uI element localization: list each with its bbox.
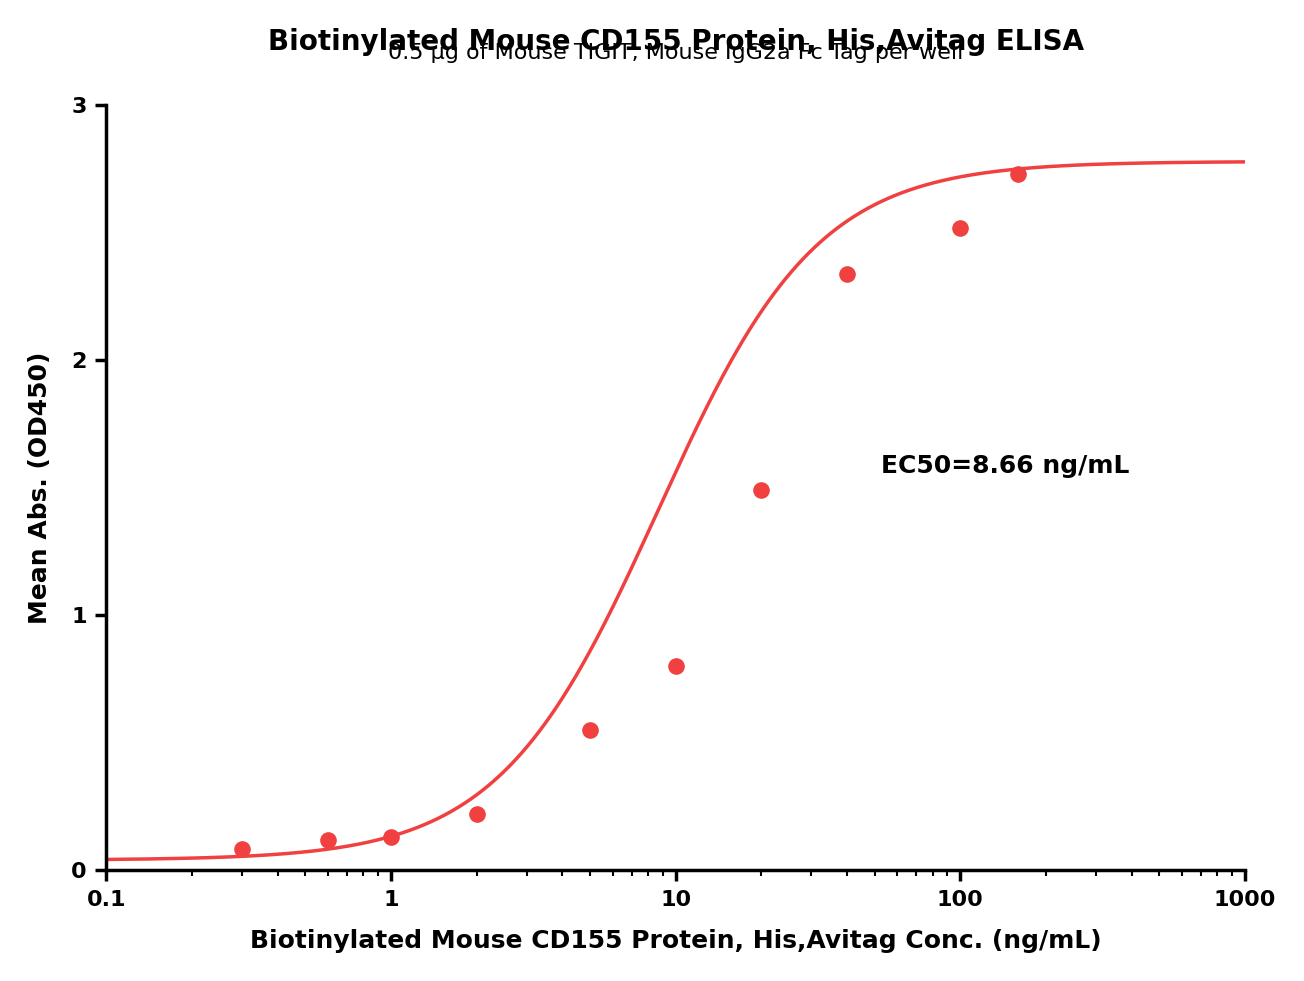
Point <box>467 806 488 822</box>
Y-axis label: Mean Abs. (OD450): Mean Abs. (OD450) <box>27 351 52 624</box>
Point <box>579 722 600 738</box>
Point <box>232 841 253 856</box>
Point <box>751 483 772 498</box>
Point <box>1008 167 1029 182</box>
Text: 0.5 μg of Mouse TIGIT, Mouse IgG2a Fc Tag per well: 0.5 μg of Mouse TIGIT, Mouse IgG2a Fc Ta… <box>389 43 964 63</box>
Text: EC50=8.66 ng/mL: EC50=8.66 ng/mL <box>880 453 1129 478</box>
Point <box>381 829 402 845</box>
Point <box>949 220 970 235</box>
X-axis label: Biotinylated Mouse CD155 Protein, His,Avitag Conc. (ng/mL): Biotinylated Mouse CD155 Protein, His,Av… <box>250 929 1102 954</box>
Title: Biotinylated Mouse CD155 Protein, His,Avitag ELISA: Biotinylated Mouse CD155 Protein, His,Av… <box>267 27 1084 56</box>
Point <box>317 832 338 848</box>
Point <box>665 658 686 674</box>
Point <box>837 266 858 282</box>
